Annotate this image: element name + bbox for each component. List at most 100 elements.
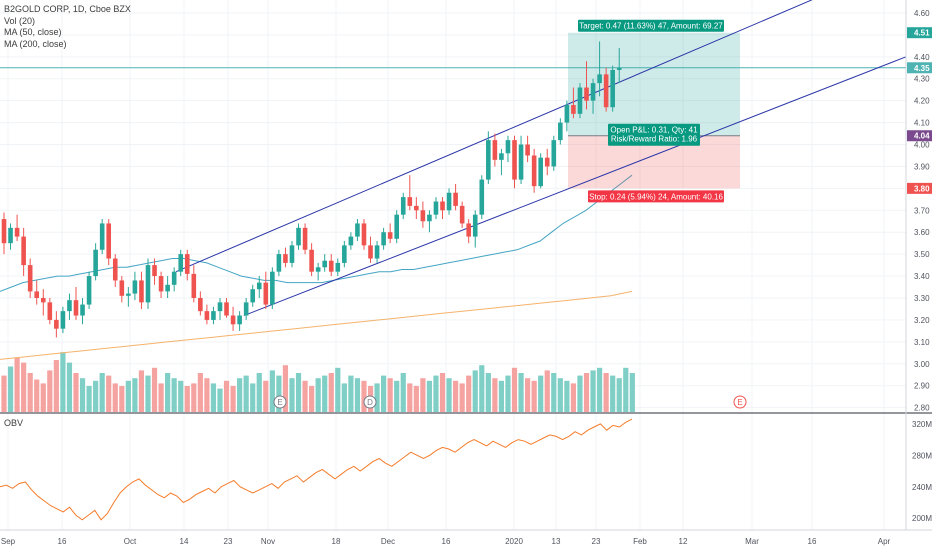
volume-bar [407,383,413,412]
obv-series [0,418,633,521]
price-axis-marker-text: 3.80 [914,184,930,193]
candle-body [584,87,589,101]
candle-body [243,302,249,316]
candle-body [505,140,511,154]
volume-bar [282,365,289,412]
candle-body [171,271,177,285]
volume-bar [138,370,145,412]
candle-body [40,297,46,303]
volume-bar [374,383,380,412]
candle-body [191,273,197,298]
volume-bar [354,378,361,412]
volume-bar [171,378,177,412]
volume-bar [230,386,236,412]
volume-bar [439,373,446,412]
volume-bar [119,386,125,412]
price-tick-label: 2.80 [914,404,930,413]
candle-body [427,214,432,222]
price-axis-marker-text: 4.04 [914,132,930,141]
chart-legend: B2GOLD CORP, 1D, Cboe BZX Vol (20) MA (5… [4,4,131,50]
candle-body [387,232,393,239]
candle-body [440,201,445,211]
candle-body [492,140,498,160]
candle-body [348,236,354,246]
stop-label: Stop: 0.24 (5.94%) 24, Amount: 40.16 [588,190,724,203]
volume-bar [453,380,459,412]
volume-bar [564,380,570,412]
candle-body [551,140,557,167]
volume-bar [518,373,524,412]
volume-bar [178,380,184,412]
candle-body [80,304,85,316]
candle-body [1,219,7,244]
volume-bar [394,380,400,412]
obv-axis: 320M 280M 240M 200M [912,420,932,523]
volume-bar [256,373,262,412]
candle-body [237,315,242,325]
volume-bar [237,378,243,412]
candle-body [479,179,485,215]
candlestick-series [1,41,622,338]
stop-label-text: Stop: 0.24 (5.94%) 24, Amount: 40.16 [589,192,723,201]
time-tick-label: Mar [745,537,759,546]
event-marker-text: E [277,398,282,407]
candle-body [577,87,583,114]
candle-body [531,155,537,187]
event-marker: E [733,395,747,409]
candle-body [486,140,491,180]
obv-pane-label[interactable]: OBV [4,418,24,428]
candle-body [34,291,40,298]
symbol-title[interactable]: B2GOLD CORP, 1D, Cboe BZX [4,4,131,14]
candle-body [14,227,20,237]
candle-body [139,280,144,303]
candle-body [230,315,236,325]
stop-label-bg [588,190,724,203]
volume-bar [250,383,256,412]
time-tick-label: 2020 [505,537,523,546]
candle-body [211,311,216,320]
candle-body [361,223,367,246]
candle-body [86,276,92,305]
price-tick-label: 2.90 [914,382,930,391]
volume-bar [544,370,550,412]
volume-bar [498,380,505,412]
volume-bar [40,383,46,412]
volume-bar [505,375,511,412]
candle-body [309,249,314,272]
price-tick-label: 4.40 [914,53,930,62]
volume-bar [590,370,596,412]
ma50-indicator-label[interactable]: MA (50, close) [4,27,62,37]
volume-bar [361,380,367,412]
candle-body [328,260,334,272]
candle-body [165,284,170,292]
volume-bar [269,370,275,412]
risk-reward-text: Risk/Reward Ratio: 1.96 [611,135,698,144]
volume-bar [60,352,66,412]
volume-bar [243,375,249,412]
candle-body [158,276,164,292]
candle-body [558,122,563,141]
candle-body [270,271,275,305]
volume-bar [426,380,433,412]
volume-bar [341,383,347,412]
candle-body [21,236,26,266]
volume-indicator-label[interactable]: Vol (20) [4,15,36,26]
ma200-indicator-label[interactable]: MA (200, close) [4,38,67,49]
price-axis-marker-text: 4.51 [914,29,930,38]
event-marker-text: D [367,398,373,407]
price-axis-marker-text: 4.35 [914,64,930,73]
price-tick-label: 3.40 [914,272,930,281]
candle-body [126,293,131,296]
ma200-series [0,290,633,360]
target-label-bg [578,19,724,32]
candle-body [93,249,98,277]
price-axis-marker: 4.04 [907,130,932,142]
volume-bar [485,373,491,412]
price-axis-marker-bg [907,130,932,142]
candle-body [263,282,269,305]
volume-bar [309,386,315,412]
candle-body [256,282,262,290]
